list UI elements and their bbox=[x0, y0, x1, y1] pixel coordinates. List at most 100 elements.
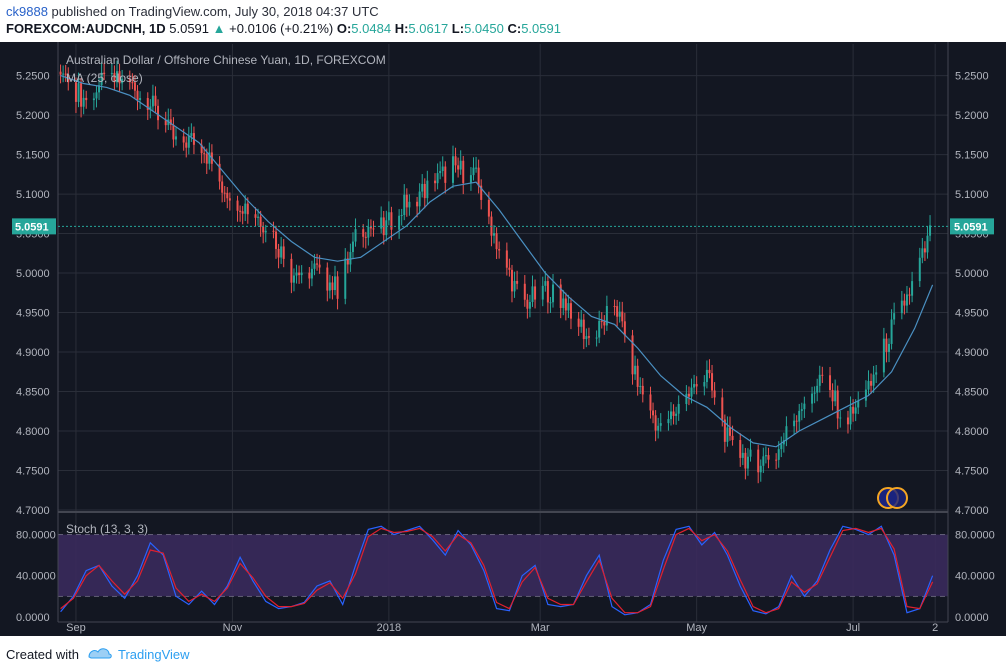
candle-body bbox=[631, 335, 634, 375]
candle-body bbox=[457, 165, 460, 170]
stoch-k-line bbox=[60, 525, 934, 616]
candle-body bbox=[885, 338, 888, 352]
symbol-name: FOREXCOM:AUDCNH, 1D bbox=[6, 21, 166, 36]
candle-body bbox=[85, 97, 88, 101]
candle-body bbox=[403, 194, 406, 215]
close-label: C: bbox=[507, 21, 522, 36]
candle-body bbox=[852, 406, 855, 414]
author-link[interactable]: ck9888 bbox=[6, 4, 48, 19]
stoch-tick-right: 80.0000 bbox=[955, 530, 995, 542]
stoch-tick-right: 40.0000 bbox=[955, 571, 995, 583]
y-tick-left: 5.2500 bbox=[16, 71, 50, 83]
candle-body bbox=[92, 98, 95, 101]
candle-body bbox=[426, 180, 429, 199]
stoch-tick-left: 0.0000 bbox=[16, 612, 50, 624]
candle-body bbox=[780, 444, 783, 450]
candle-body bbox=[800, 409, 803, 411]
candle-body bbox=[380, 217, 383, 229]
candle-body bbox=[308, 272, 311, 279]
candle-body bbox=[831, 389, 834, 402]
x-tick-label: Sep bbox=[66, 622, 86, 634]
candle-body bbox=[133, 82, 136, 91]
x-tick-label: Jul bbox=[846, 622, 860, 634]
candle-body bbox=[798, 410, 801, 422]
candle-body bbox=[280, 246, 283, 258]
x-tick-label: May bbox=[686, 622, 707, 634]
candles bbox=[59, 60, 932, 484]
candle-body bbox=[641, 385, 644, 395]
candle-body bbox=[236, 200, 239, 211]
candle-body bbox=[74, 82, 77, 102]
price-change: +0.0106 (+0.21%) bbox=[229, 21, 334, 36]
candle-body bbox=[685, 393, 688, 404]
candle-body bbox=[462, 160, 465, 184]
stoch-tick-left: 80.0000 bbox=[16, 530, 56, 542]
candle-body bbox=[241, 211, 244, 214]
stoch-band bbox=[58, 534, 948, 597]
symbol-line: FOREXCOM:AUDCNH, 1D 5.0591 ▲ +0.0106 (+0… bbox=[6, 21, 561, 36]
candle-body bbox=[569, 303, 572, 319]
candle-body bbox=[516, 280, 519, 284]
last-price-label-right: 5.0591 bbox=[954, 221, 988, 233]
candle-body bbox=[759, 465, 762, 473]
candle-body bbox=[705, 369, 708, 383]
candle-body bbox=[351, 241, 354, 253]
candle-body bbox=[739, 440, 742, 458]
candle-body bbox=[893, 313, 896, 320]
candle-body bbox=[441, 166, 444, 172]
candle-body bbox=[498, 249, 501, 251]
stoch-legend: Stoch (13, 3, 3) bbox=[66, 522, 149, 536]
candle-body bbox=[785, 426, 788, 441]
candle-body bbox=[313, 263, 316, 269]
candle-body bbox=[649, 394, 652, 411]
candle-body bbox=[295, 272, 298, 276]
tradingview-link[interactable]: TradingView bbox=[118, 647, 190, 662]
candle-body bbox=[577, 318, 580, 327]
candle-body bbox=[405, 194, 408, 208]
up-arrow-icon: ▲ bbox=[212, 21, 226, 36]
candle-body bbox=[534, 286, 537, 300]
candle-body bbox=[151, 95, 154, 107]
candle-body bbox=[849, 406, 852, 425]
candle-body bbox=[864, 389, 867, 401]
candle-body bbox=[459, 160, 462, 170]
candle-body bbox=[595, 337, 598, 339]
candle-body bbox=[562, 298, 565, 308]
candle-body bbox=[690, 387, 693, 397]
candle-body bbox=[418, 191, 421, 207]
candle-body bbox=[472, 167, 475, 176]
candle-body bbox=[246, 203, 249, 215]
candle-body bbox=[118, 71, 121, 84]
candle-body bbox=[605, 306, 608, 326]
candle-body bbox=[510, 269, 513, 292]
candle-body bbox=[552, 284, 555, 303]
candle-body bbox=[334, 276, 337, 291]
candle-body bbox=[711, 373, 714, 391]
publish-header: ck9888 published on TradingView.com, Jul… bbox=[0, 0, 1006, 42]
x-tick-label: Mar bbox=[531, 622, 550, 634]
candle-body bbox=[667, 419, 670, 424]
candle-body bbox=[657, 425, 660, 431]
candle-body bbox=[95, 92, 98, 99]
candle-body bbox=[713, 390, 716, 398]
stoch-tick-right: 0.0000 bbox=[955, 612, 989, 624]
candle-body bbox=[174, 136, 177, 140]
flag-icon[interactable] bbox=[877, 487, 908, 509]
high-value: 5.0617 bbox=[408, 21, 449, 36]
candle-body bbox=[857, 400, 860, 408]
candle-body bbox=[131, 82, 134, 84]
candle-body bbox=[451, 156, 454, 183]
publish-text: published on TradingView.com, July 30, 2… bbox=[51, 4, 379, 19]
candle-body bbox=[546, 281, 549, 303]
candle-body bbox=[654, 415, 657, 431]
candle-body bbox=[182, 136, 185, 143]
candle-body bbox=[875, 372, 878, 375]
candle-body bbox=[721, 397, 724, 420]
candle-body bbox=[870, 381, 873, 386]
candle-body bbox=[677, 403, 680, 414]
candle-body bbox=[103, 72, 106, 75]
candle-body bbox=[423, 183, 426, 199]
candle-body bbox=[300, 272, 303, 276]
candle-body bbox=[82, 97, 85, 107]
price-chart[interactable]: 5.2500 5.2500 5.2000 5.2000 5.1500 5.1500 5.10… bbox=[0, 42, 1006, 636]
